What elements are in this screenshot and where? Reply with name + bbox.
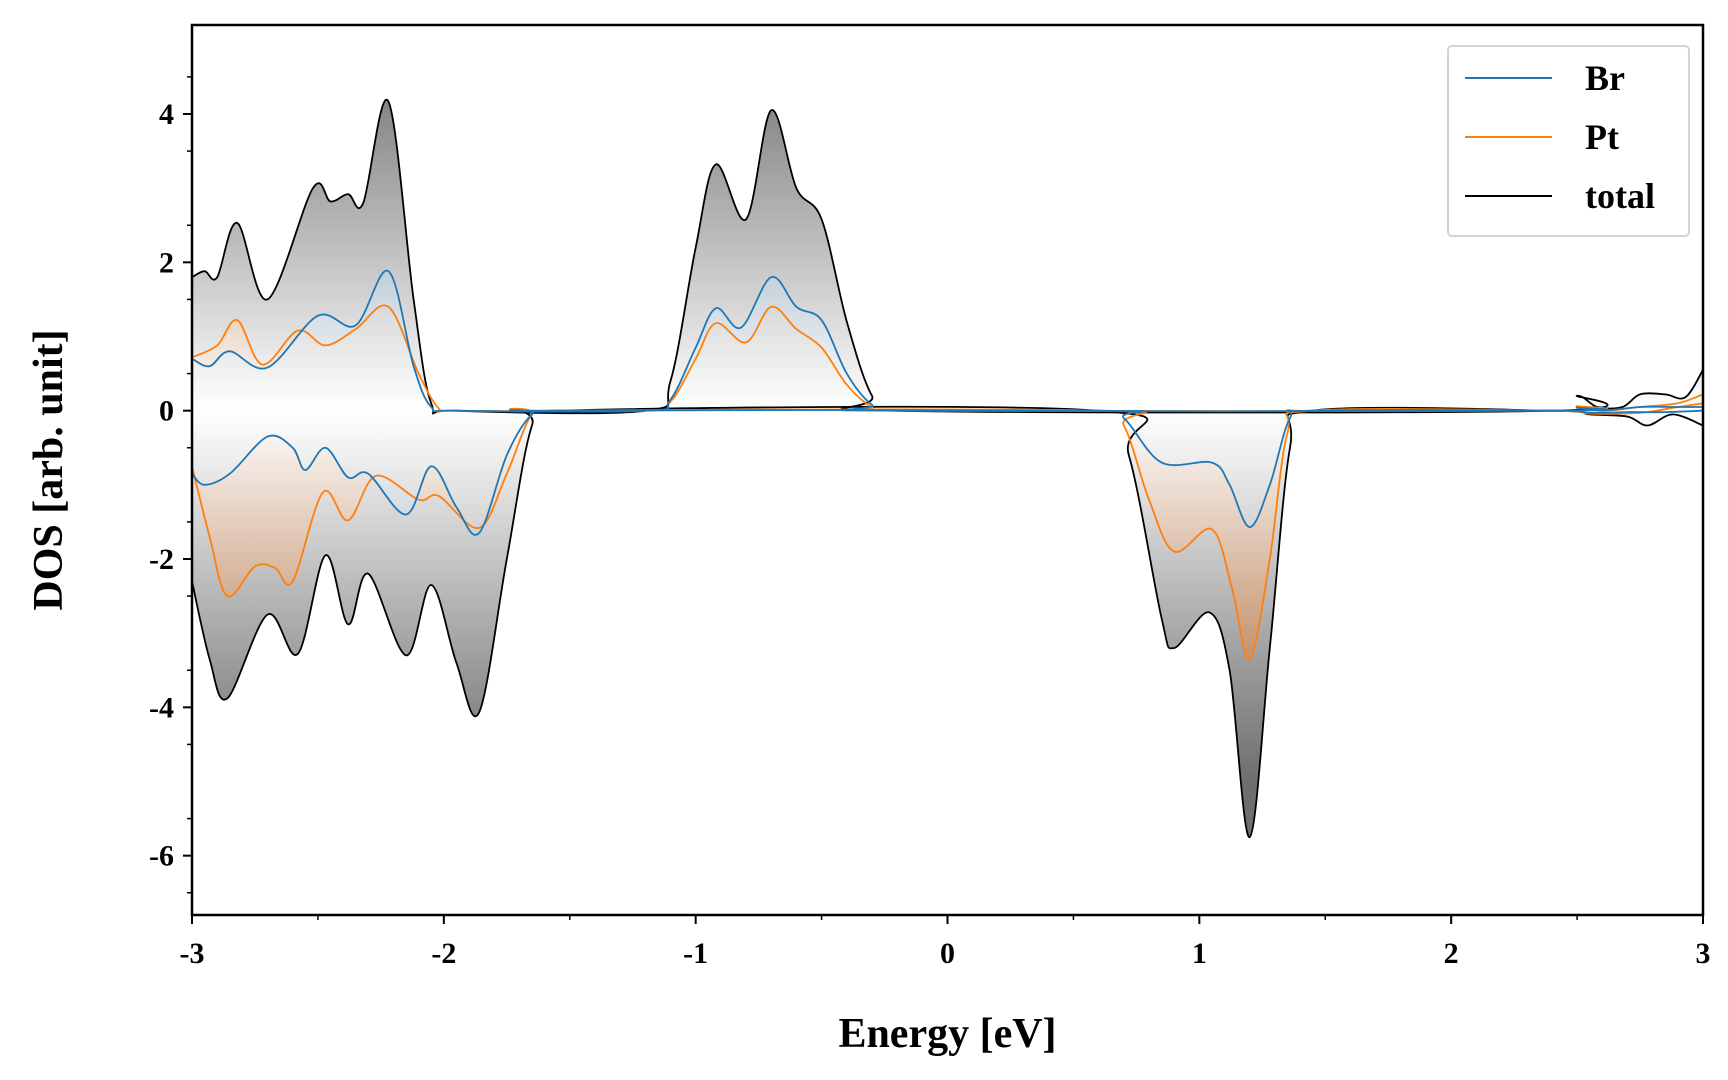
- legend-box: [1447, 45, 1690, 237]
- x-tick-label: 2: [1444, 937, 1459, 970]
- y-tick-label: -4: [149, 691, 174, 724]
- axes: -3 -2 -1 0 1 2 3 -6 -4 -2 0 2 4: [149, 76, 1711, 970]
- fill-br-down: [192, 409, 1703, 535]
- x-tick-label: -2: [431, 937, 456, 970]
- x-tick-label: 3: [1696, 937, 1711, 970]
- x-tick-label: -1: [683, 937, 708, 970]
- legend: Br Pt total: [1447, 45, 1690, 237]
- y-tick-label: 0: [159, 395, 174, 428]
- fill-br-up: [192, 270, 1703, 412]
- legend-label-pt: Pt: [1585, 117, 1619, 157]
- x-tick-label: 0: [940, 937, 955, 970]
- y-axis-label: DOS [arb. unit]: [26, 329, 72, 610]
- y-tick-label: 2: [159, 246, 174, 279]
- x-axis-label: Energy [eV]: [838, 1011, 1056, 1057]
- line-total-up: [192, 98, 1703, 415]
- line-layer: [192, 98, 1703, 839]
- y-tick-label: -6: [149, 840, 174, 873]
- x-tick-label: 1: [1192, 937, 1207, 970]
- y-tick-label: 4: [159, 98, 174, 131]
- x-tick-label: -3: [180, 937, 205, 970]
- line-br-down: [192, 409, 1703, 536]
- line-br-up: [192, 270, 1703, 413]
- legend-label-total: total: [1585, 176, 1655, 216]
- legend-label-br: Br: [1585, 58, 1625, 98]
- y-tick-label: -2: [149, 543, 174, 576]
- fill-layer: [192, 99, 1703, 838]
